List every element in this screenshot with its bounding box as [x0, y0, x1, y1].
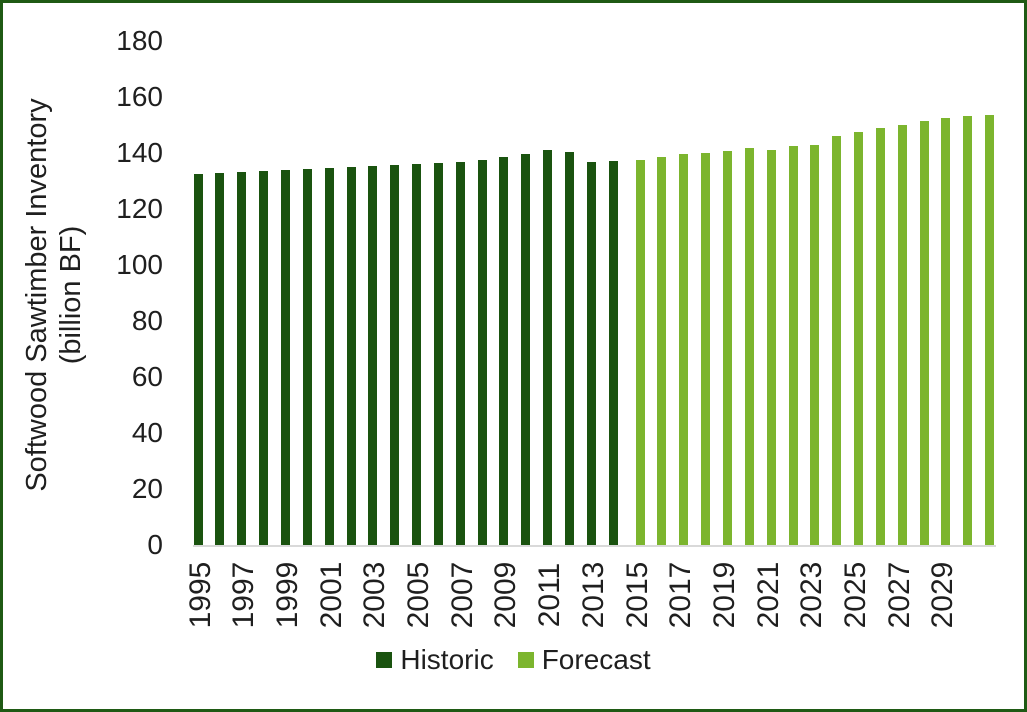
bar-2002 — [346, 167, 356, 545]
bar-2006 — [433, 162, 443, 545]
legend-swatch-forecast — [517, 652, 534, 668]
y-tick-60: 60 — [131, 361, 163, 392]
bar-2013 — [586, 161, 596, 545]
x-axis-line — [193, 545, 996, 547]
x-tick-1999: 1999 — [270, 561, 304, 629]
x-tick-2013: 2013 — [576, 561, 610, 629]
bar-2029 — [941, 117, 951, 545]
bar-2019 — [722, 151, 732, 545]
x-tick-1997: 1997 — [227, 561, 261, 629]
y-tick-100: 100 — [116, 249, 163, 280]
bar-2023 — [810, 144, 820, 545]
x-tick-2025: 2025 — [839, 561, 872, 629]
y-tick-160: 160 — [116, 81, 163, 112]
bar-1996 — [215, 172, 225, 545]
y-axis-title-line1: Softwood Sawtimber Inventory — [21, 98, 53, 492]
bar-2014 — [608, 161, 618, 545]
x-tick-2011: 2011 — [533, 562, 567, 628]
bar-2022 — [788, 146, 798, 545]
bar-2030 — [963, 115, 973, 545]
y-tick-40: 40 — [131, 417, 163, 448]
bar-2000 — [302, 169, 312, 545]
bar-2016 — [657, 156, 667, 545]
bar-1997 — [237, 172, 247, 545]
x-tick-1995: 1995 — [183, 561, 217, 629]
legend-item-historic: Historic — [376, 644, 494, 676]
legend-item-forecast: Forecast — [517, 644, 651, 676]
bar-2008 — [477, 160, 487, 545]
bar-2007 — [455, 161, 465, 545]
y-tick-180: 180 — [116, 25, 163, 56]
bar-2026 — [875, 128, 885, 545]
bar-2025 — [854, 132, 863, 545]
bar-2004 — [390, 165, 400, 545]
bar-1995 — [193, 174, 203, 545]
bar-2001 — [324, 168, 334, 545]
y-tick-20: 20 — [131, 473, 163, 504]
legend-label-forecast: Forecast — [541, 644, 651, 675]
x-tick-2009: 2009 — [489, 561, 523, 629]
bar-2018 — [701, 152, 710, 545]
bar-2021 — [766, 149, 776, 545]
bar-2003 — [368, 165, 378, 545]
y-tick-140: 140 — [116, 137, 163, 168]
x-tick-2001: 2001 — [314, 561, 348, 629]
bar-2028 — [919, 121, 929, 545]
x-tick-2027: 2027 — [882, 561, 916, 629]
y-tick-0: 0 — [147, 529, 163, 560]
x-tick-2029: 2029 — [926, 561, 960, 629]
x-tick-2017: 2017 — [664, 561, 698, 629]
bar-2009 — [499, 156, 509, 545]
bar-2024 — [832, 136, 842, 545]
bar-1998 — [259, 170, 269, 545]
bar-2027 — [897, 125, 907, 545]
x-tick-2019: 2019 — [707, 561, 741, 629]
x-tick-2021: 2021 — [751, 561, 785, 629]
bar-1999 — [280, 170, 290, 545]
x-tick-2005: 2005 — [402, 561, 435, 629]
bar-2020 — [744, 147, 754, 545]
y-tick-120: 120 — [116, 193, 163, 224]
bar-2011 — [543, 150, 553, 545]
bar-2005 — [412, 164, 421, 545]
legend: Historic Forecast — [3, 644, 1024, 676]
y-tick-80: 80 — [131, 305, 163, 336]
x-tick-2003: 2003 — [358, 561, 392, 629]
bar-2012 — [565, 152, 574, 545]
bar-2031 — [985, 114, 995, 545]
bar-2017 — [679, 154, 689, 545]
bar-2010 — [521, 153, 531, 545]
x-tick-2015: 2015 — [620, 561, 654, 629]
x-tick-2023: 2023 — [795, 561, 829, 629]
x-tick-2007: 2007 — [445, 561, 479, 629]
legend-swatch-historic — [376, 652, 393, 668]
bar-2015 — [635, 159, 645, 545]
legend-label-historic: Historic — [400, 644, 494, 675]
